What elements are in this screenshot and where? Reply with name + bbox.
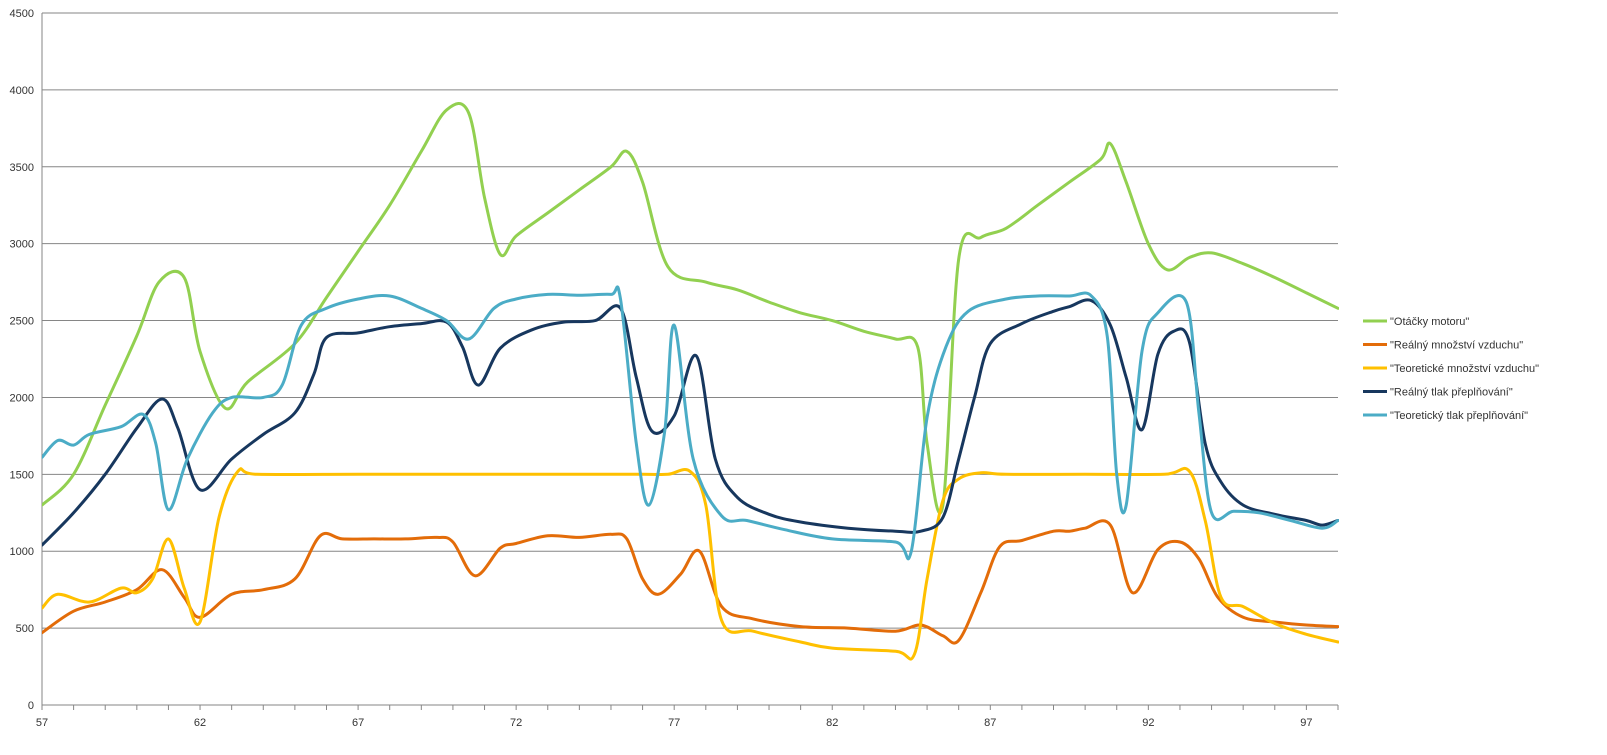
x-tick-label: 77 bbox=[668, 717, 680, 729]
y-tick-label: 3000 bbox=[10, 239, 34, 251]
x-tick-label: 87 bbox=[984, 717, 996, 729]
series-line-2 bbox=[42, 519, 1339, 645]
legend-label: "Reálný tlak přeplňování" bbox=[1390, 387, 1513, 399]
y-tick-label: 4500 bbox=[10, 8, 34, 20]
y-tick-label: 2000 bbox=[10, 392, 34, 404]
legend-label: "Teoretické množství vzduchu" bbox=[1390, 363, 1539, 375]
y-tick-label: 1500 bbox=[10, 469, 34, 481]
series-line-1 bbox=[42, 102, 1339, 515]
x-tick-label: 82 bbox=[826, 717, 838, 729]
axes: 0 500 1000 1500 2000 2500 3000 3500 4000 4500 57 62… bbox=[10, 8, 1339, 729]
y-tick-label: 2500 bbox=[10, 316, 34, 328]
x-tick-label: 67 bbox=[352, 717, 364, 729]
gridlines bbox=[42, 12, 1338, 629]
series-lines bbox=[42, 102, 1339, 661]
legend-label: "Otáčky motoru" bbox=[1390, 316, 1469, 328]
y-tick-label: 3500 bbox=[10, 162, 34, 174]
legend-label: "Teoretický tlak přeplňování" bbox=[1390, 410, 1528, 422]
x-tick-label: 62 bbox=[194, 717, 206, 729]
y-tick-label: 500 bbox=[16, 623, 34, 635]
x-tick-label: 72 bbox=[510, 717, 522, 729]
y-tick-label: 1000 bbox=[10, 546, 34, 558]
series-line-5 bbox=[42, 285, 1339, 561]
y-tick-label: 4000 bbox=[10, 85, 34, 97]
legend-label: "Reálný množství vzduchu" bbox=[1390, 340, 1523, 352]
series-line-4 bbox=[42, 298, 1339, 547]
x-tick-label: 57 bbox=[36, 717, 48, 729]
series-line-3 bbox=[42, 466, 1339, 661]
y-tick-label: 0 bbox=[28, 700, 34, 712]
x-tick-label: 97 bbox=[1300, 717, 1312, 729]
legend: "Otáčky motoru" "Reálný množství vzduchu"… bbox=[1363, 316, 1539, 422]
x-tick-label: 92 bbox=[1142, 717, 1154, 729]
